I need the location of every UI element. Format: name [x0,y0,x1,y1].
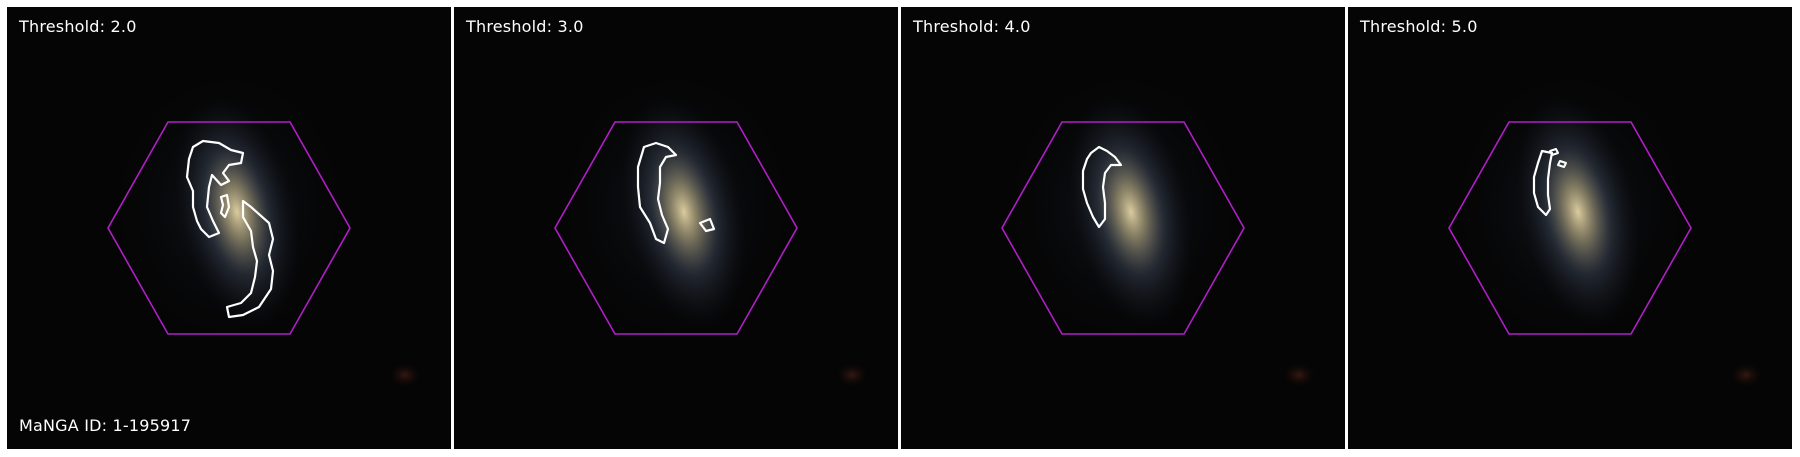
threshold-label: Threshold: 3.0 [466,17,584,36]
contour [225,199,275,319]
contour [219,193,231,219]
panel-threshold-4: Threshold: 4.0 [901,7,1345,449]
contour [636,141,678,245]
background-source [389,363,421,387]
background-source [836,363,868,387]
galaxy [622,95,746,329]
contour [185,139,245,239]
galaxy-image [107,67,421,387]
galaxy [1516,95,1640,329]
contour [1081,145,1123,229]
panel-threshold-3: Threshold: 3.0 [454,7,898,449]
contour [698,217,716,233]
ifu-hexagon [1001,121,1245,335]
contour [1557,160,1567,168]
threshold-label: Threshold: 2.0 [19,17,137,36]
manga-id-label: MaNGA ID: 1-195917 [19,416,192,435]
ifu-hexagon [107,121,351,335]
threshold-label: Threshold: 5.0 [1360,17,1478,36]
ifu-hexagon [554,121,798,335]
galaxy-image [1001,67,1315,387]
contour [1532,149,1554,217]
galaxy-image [1448,67,1762,387]
galaxy [1069,95,1193,329]
panel-threshold-5: Threshold: 5.0 [1348,7,1792,449]
panel-threshold-2: Threshold: 2.0 MaNGA ID: 1-195917 [7,7,451,449]
galaxy-image [554,67,868,387]
galaxy [175,95,299,329]
background-source [1730,363,1762,387]
threshold-label: Threshold: 4.0 [913,17,1031,36]
ifu-hexagon [1448,121,1692,335]
contour [1549,148,1559,156]
background-source [1283,363,1315,387]
